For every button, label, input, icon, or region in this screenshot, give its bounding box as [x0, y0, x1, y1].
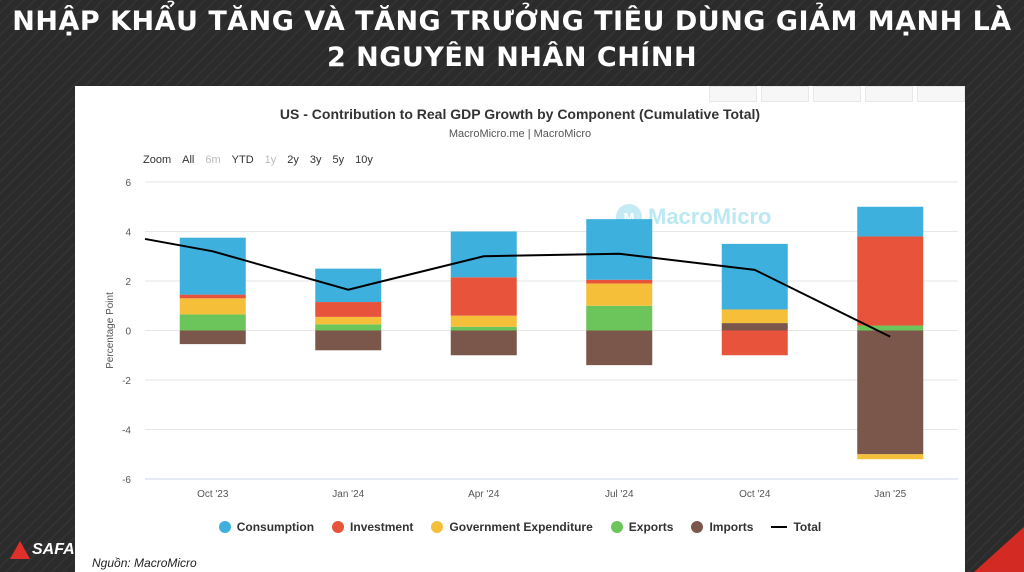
- safa-logo-text: SAFA: [32, 541, 75, 558]
- bar-imports: [315, 330, 382, 351]
- bar-exports: [450, 326, 517, 331]
- legend-item-total[interactable]: Total: [771, 520, 821, 534]
- zoom-option-3y[interactable]: 3y: [309, 154, 322, 166]
- chart-toolbar: [709, 86, 965, 102]
- legend-marker: [431, 521, 444, 533]
- bar-investment: [586, 279, 653, 284]
- zoom-option-5y[interactable]: 5y: [332, 154, 345, 166]
- bar-government-expenditure: [586, 283, 653, 306]
- x-tick-label: Oct '24: [739, 489, 771, 500]
- watermark-text: MacroMicro: [648, 204, 772, 229]
- zoom-bar: Zoom All 6m YTD 1y 2y 3y 5y 10y: [143, 154, 373, 166]
- bar-government-expenditure: [315, 316, 382, 325]
- bar-imports: [586, 330, 653, 366]
- legend-marker: [771, 526, 788, 528]
- toolbar-button[interactable]: [761, 86, 809, 102]
- legend-label: Total: [793, 520, 822, 534]
- bar-consumption: [586, 219, 653, 280]
- bar-imports: [721, 323, 788, 331]
- legend-label: Consumption: [236, 520, 315, 534]
- bar-government-expenditure: [179, 298, 246, 315]
- x-tick-label: Oct '23: [197, 489, 229, 500]
- bar-government-expenditure: [450, 315, 517, 327]
- chart-legend: Consumption Investment Government Expend…: [75, 520, 965, 534]
- bar-consumption: [721, 243, 788, 310]
- toolbar-button[interactable]: [917, 86, 965, 102]
- source-note: Nguồn: MacroMicro: [92, 556, 197, 570]
- bar-government-expenditure: [857, 454, 924, 460]
- slide-title: NHẬP KHẨU TĂNG VÀ TĂNG TRƯỞNG TIÊU DÙNG …: [0, 4, 1024, 76]
- chart-subtitle: MacroMicro.me | MacroMicro: [448, 128, 592, 140]
- source-band: [75, 552, 965, 572]
- safa-logo: SAFA: [10, 537, 75, 563]
- legend-label: Government Expenditure: [449, 520, 593, 534]
- x-tick-label: Apr '24: [468, 489, 500, 500]
- legend-item-imports[interactable]: Imports: [691, 520, 753, 534]
- corner-decoration: [974, 527, 1024, 572]
- legend-marker: [218, 521, 231, 533]
- legend-item-government-expenditure[interactable]: Government Expenditure: [431, 520, 593, 534]
- chart-plot: -6 -4 -2 0 2 4 6 Percentage Point Oct '23 Jan '24…: [105, 178, 958, 500]
- zoom-option-10y[interactable]: 10y: [355, 154, 373, 166]
- bar-imports: [450, 330, 517, 356]
- zoom-option-6m[interactable]: 6m: [205, 154, 221, 166]
- x-tick-label: Jan '24: [332, 489, 364, 500]
- y-tick-label: 4: [125, 228, 131, 239]
- bar-investment: [721, 330, 788, 356]
- bar-exports: [179, 314, 246, 331]
- legend-item-consumption[interactable]: Consumption: [218, 520, 315, 534]
- safa-logo-icon: [10, 541, 30, 559]
- legend-marker: [332, 521, 345, 533]
- x-tick-label: Jan '25: [874, 489, 906, 500]
- legend-marker: [610, 521, 623, 533]
- chart-title: US - Contribution to Real GDP Growth by …: [279, 106, 761, 122]
- y-tick-label: 2: [125, 277, 131, 288]
- toolbar-button[interactable]: [813, 86, 861, 102]
- legend-marker: [691, 521, 704, 533]
- bar-consumption: [450, 231, 517, 278]
- y-tick-label: -2: [122, 376, 131, 387]
- bar-investment: [315, 302, 382, 317]
- bar-consumption: [857, 206, 924, 237]
- toolbar-button[interactable]: [865, 86, 913, 102]
- legend-item-investment[interactable]: Investment: [332, 520, 413, 534]
- total-line: [144, 237, 891, 338]
- bar-imports: [179, 330, 246, 345]
- bar-investment: [450, 277, 517, 316]
- y-tick-label: 0: [125, 327, 131, 338]
- zoom-label: Zoom: [143, 154, 172, 166]
- legend-label: Exports: [628, 520, 674, 534]
- bar-exports: [315, 324, 382, 331]
- legend-label: Investment: [350, 520, 414, 534]
- y-tick-label: -4: [122, 426, 131, 437]
- zoom-option-all[interactable]: All: [182, 154, 195, 166]
- y-tick-label: 6: [125, 178, 131, 189]
- chart-card: US - Contribution to Real GDP Growth by …: [75, 86, 965, 552]
- x-tick-label: Jul '24: [605, 489, 634, 500]
- legend-item-exports[interactable]: Exports: [610, 520, 674, 534]
- y-tick-label: -6: [122, 475, 131, 486]
- y-axis-title: Percentage Point: [105, 292, 116, 369]
- bar-government-expenditure: [721, 309, 788, 324]
- slide-title-line2: 2 NGUYÊN NHÂN CHÍNH: [326, 42, 698, 73]
- zoom-option-2y[interactable]: 2y: [287, 154, 299, 166]
- toolbar-button[interactable]: [709, 86, 757, 102]
- slide-title-line1: NHẬP KHẨU TĂNG VÀ TĂNG TRƯỞNG TIÊU DÙNG …: [12, 6, 1012, 37]
- zoom-option-ytd[interactable]: YTD: [231, 154, 254, 166]
- bar-consumption: [315, 268, 382, 303]
- zoom-option-1y[interactable]: 1y: [264, 154, 277, 166]
- legend-label: Imports: [709, 520, 754, 534]
- bar-investment: [179, 294, 246, 299]
- bar-investment: [857, 236, 924, 326]
- bar-imports: [857, 330, 924, 455]
- bar-exports: [586, 305, 653, 331]
- bar-exports: [857, 325, 924, 331]
